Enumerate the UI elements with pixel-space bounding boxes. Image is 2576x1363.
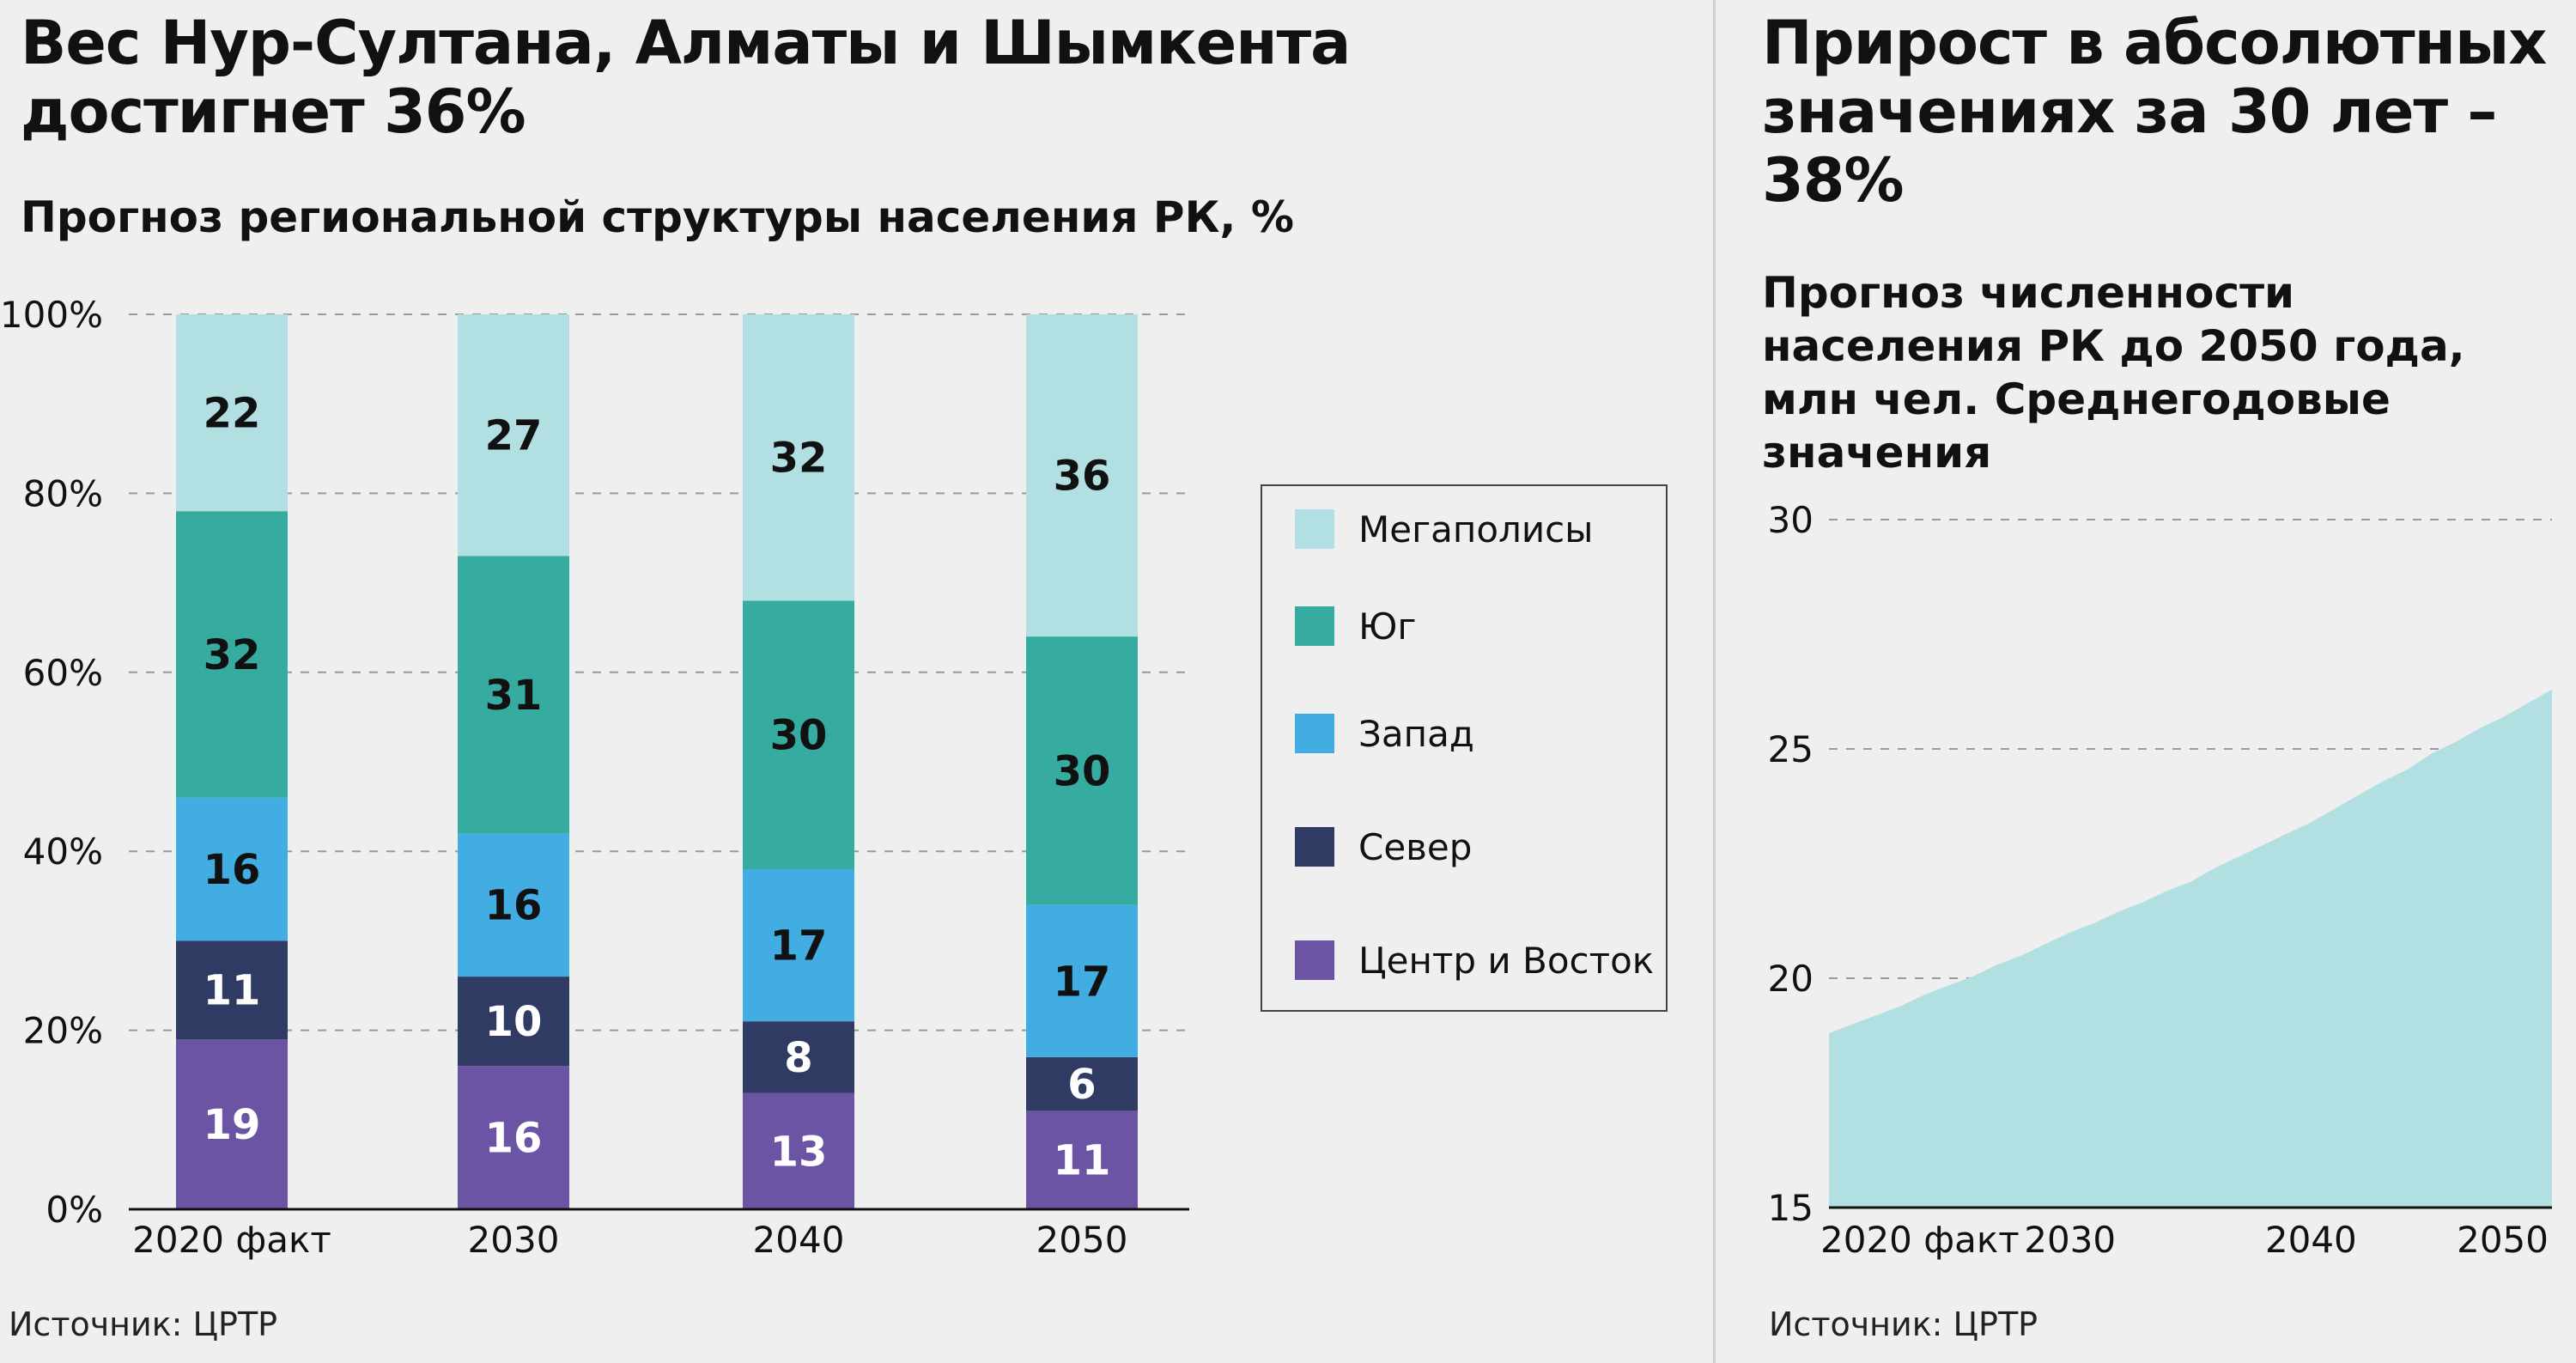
y-tick-label: 20 [1768, 958, 1814, 1000]
bar-segment-megapolises [458, 314, 569, 557]
population-area [1829, 689, 2552, 1208]
legend-label: Север [1358, 825, 1473, 868]
legend-swatch [1295, 714, 1334, 753]
bar-segment-center_east [458, 1066, 569, 1209]
bar-value-label: 11 [204, 967, 261, 1015]
bar-value-label: 27 [485, 412, 543, 460]
bar-segment-west [1026, 904, 1138, 1057]
bar-segment-west [743, 869, 854, 1022]
bar-value-label: 16 [485, 1115, 543, 1163]
y-tick-label: 15 [1768, 1187, 1814, 1229]
x-tick-label: 2030 [2024, 1219, 2116, 1261]
x-tick-label: 2050 [1036, 1219, 1128, 1261]
bar-value-label: 32 [204, 631, 261, 679]
bar-segment-south [176, 511, 288, 798]
bar-value-label: 16 [485, 882, 543, 930]
population-area-chart: 15 20 25 30 2020 факт 2030 2040 2050 [1768, 499, 2552, 1261]
left-chart-subtitle: Прогноз региональной структуры населения… [21, 192, 1294, 242]
x-tick-label: 2050 [2457, 1219, 2549, 1261]
bar-segment-south [743, 600, 854, 870]
bar-value-label: 32 [770, 435, 828, 483]
y-tick-label: 0% [46, 1189, 103, 1231]
legend-item-south: Юг [1295, 600, 1416, 652]
legend-label: Запад [1358, 712, 1474, 755]
legend-label: Мегаполисы [1358, 508, 1594, 551]
y-tick-label: 25 [1768, 728, 1814, 770]
legend-swatch [1295, 606, 1334, 646]
right-source: Источник: ЦРТР [1769, 1305, 2038, 1343]
legend-swatch [1295, 509, 1334, 549]
legend-swatch [1295, 827, 1334, 867]
legend-label: Юг [1358, 605, 1417, 648]
bar-value-label: 30 [770, 712, 828, 760]
right-chart-title: Прирост в абсолютных значениях за 30 лет… [1762, 8, 2547, 216]
legend-swatch [1295, 940, 1334, 980]
y-tick-label: 30 [1768, 499, 1814, 541]
bar-segment-center_east [743, 1092, 854, 1209]
bar-value-label: 31 [485, 672, 543, 720]
y-tick-label: 20% [23, 1010, 103, 1052]
y-tick-label: 60% [23, 652, 103, 694]
y-tick-label: 80% [23, 472, 103, 514]
bar-value-label: 17 [770, 922, 828, 971]
bar-value-label: 10 [485, 998, 543, 1046]
left-source: Источник: ЦРТР [9, 1305, 278, 1343]
legend-item-megapolises: Мегаполисы [1295, 503, 1593, 555]
bar-segment-megapolises [743, 314, 854, 601]
x-tick-label: 2020 факт [132, 1219, 331, 1261]
legend-label: Центр и Восток [1358, 939, 1655, 982]
bar-value-label: 17 [1054, 958, 1111, 1006]
x-tick-label: 2040 [2265, 1219, 2357, 1261]
bar-segment-center_east [176, 1039, 288, 1209]
bar-value-label: 30 [1054, 747, 1111, 795]
bar-value-label: 19 [204, 1101, 261, 1149]
bar-value-label: 8 [784, 1034, 812, 1082]
y-tick-label: 40% [23, 831, 103, 873]
bar-value-label: 13 [770, 1128, 828, 1176]
legend-item-north: Север [1295, 821, 1472, 873]
bar-value-label: 11 [1054, 1137, 1111, 1185]
right-panel: Прирост в абсолютных значениях за 30 лет… [1714, 0, 2576, 1363]
bar-value-label: 16 [204, 846, 261, 894]
bar-segment-megapolises [176, 314, 288, 512]
legend-item-west: Запад [1295, 708, 1474, 759]
bar-segment-south [458, 556, 569, 834]
x-tick-label: 2040 [753, 1219, 845, 1261]
x-tick-label: 2020 факт [1820, 1219, 2020, 1261]
right-chart-subtitle: Прогноз численности населения РК до 2050… [1762, 268, 2465, 478]
bar-value-label: 6 [1067, 1061, 1096, 1109]
bar-segment-south [1026, 636, 1138, 905]
x-tick-label: 2030 [468, 1219, 560, 1261]
bar-segment-west [458, 833, 569, 977]
panel-divider [1713, 0, 1716, 1363]
bar-segment-north [743, 1021, 854, 1093]
stacked-bar-chart: 0% 20% 40% 60% 80% 100% 19 11 16 32 22 2020 факт 16 1… [0, 294, 1189, 1261]
legend: Мегаполисы Юг Запад Север Центр и Восток [1261, 484, 1668, 1012]
bar-segment-north [458, 977, 569, 1067]
bar-segment-west [176, 797, 288, 941]
bar-value-label: 22 [204, 390, 261, 438]
left-panel: Вес Нур-Султана, Алматы и Шымкента дости… [0, 8, 1668, 1343]
bar-segment-center_east [1026, 1110, 1138, 1209]
y-tick-label: 100% [0, 294, 103, 336]
legend-item-center_east: Центр и Восток [1295, 934, 1654, 986]
bar-segment-megapolises [1026, 314, 1138, 637]
bar-value-label: 36 [1054, 453, 1111, 501]
bar-segment-north [176, 940, 288, 1040]
left-chart-title: Вес Нур-Султана, Алматы и Шымкента дости… [21, 8, 1351, 147]
bar-segment-north [1026, 1056, 1138, 1111]
